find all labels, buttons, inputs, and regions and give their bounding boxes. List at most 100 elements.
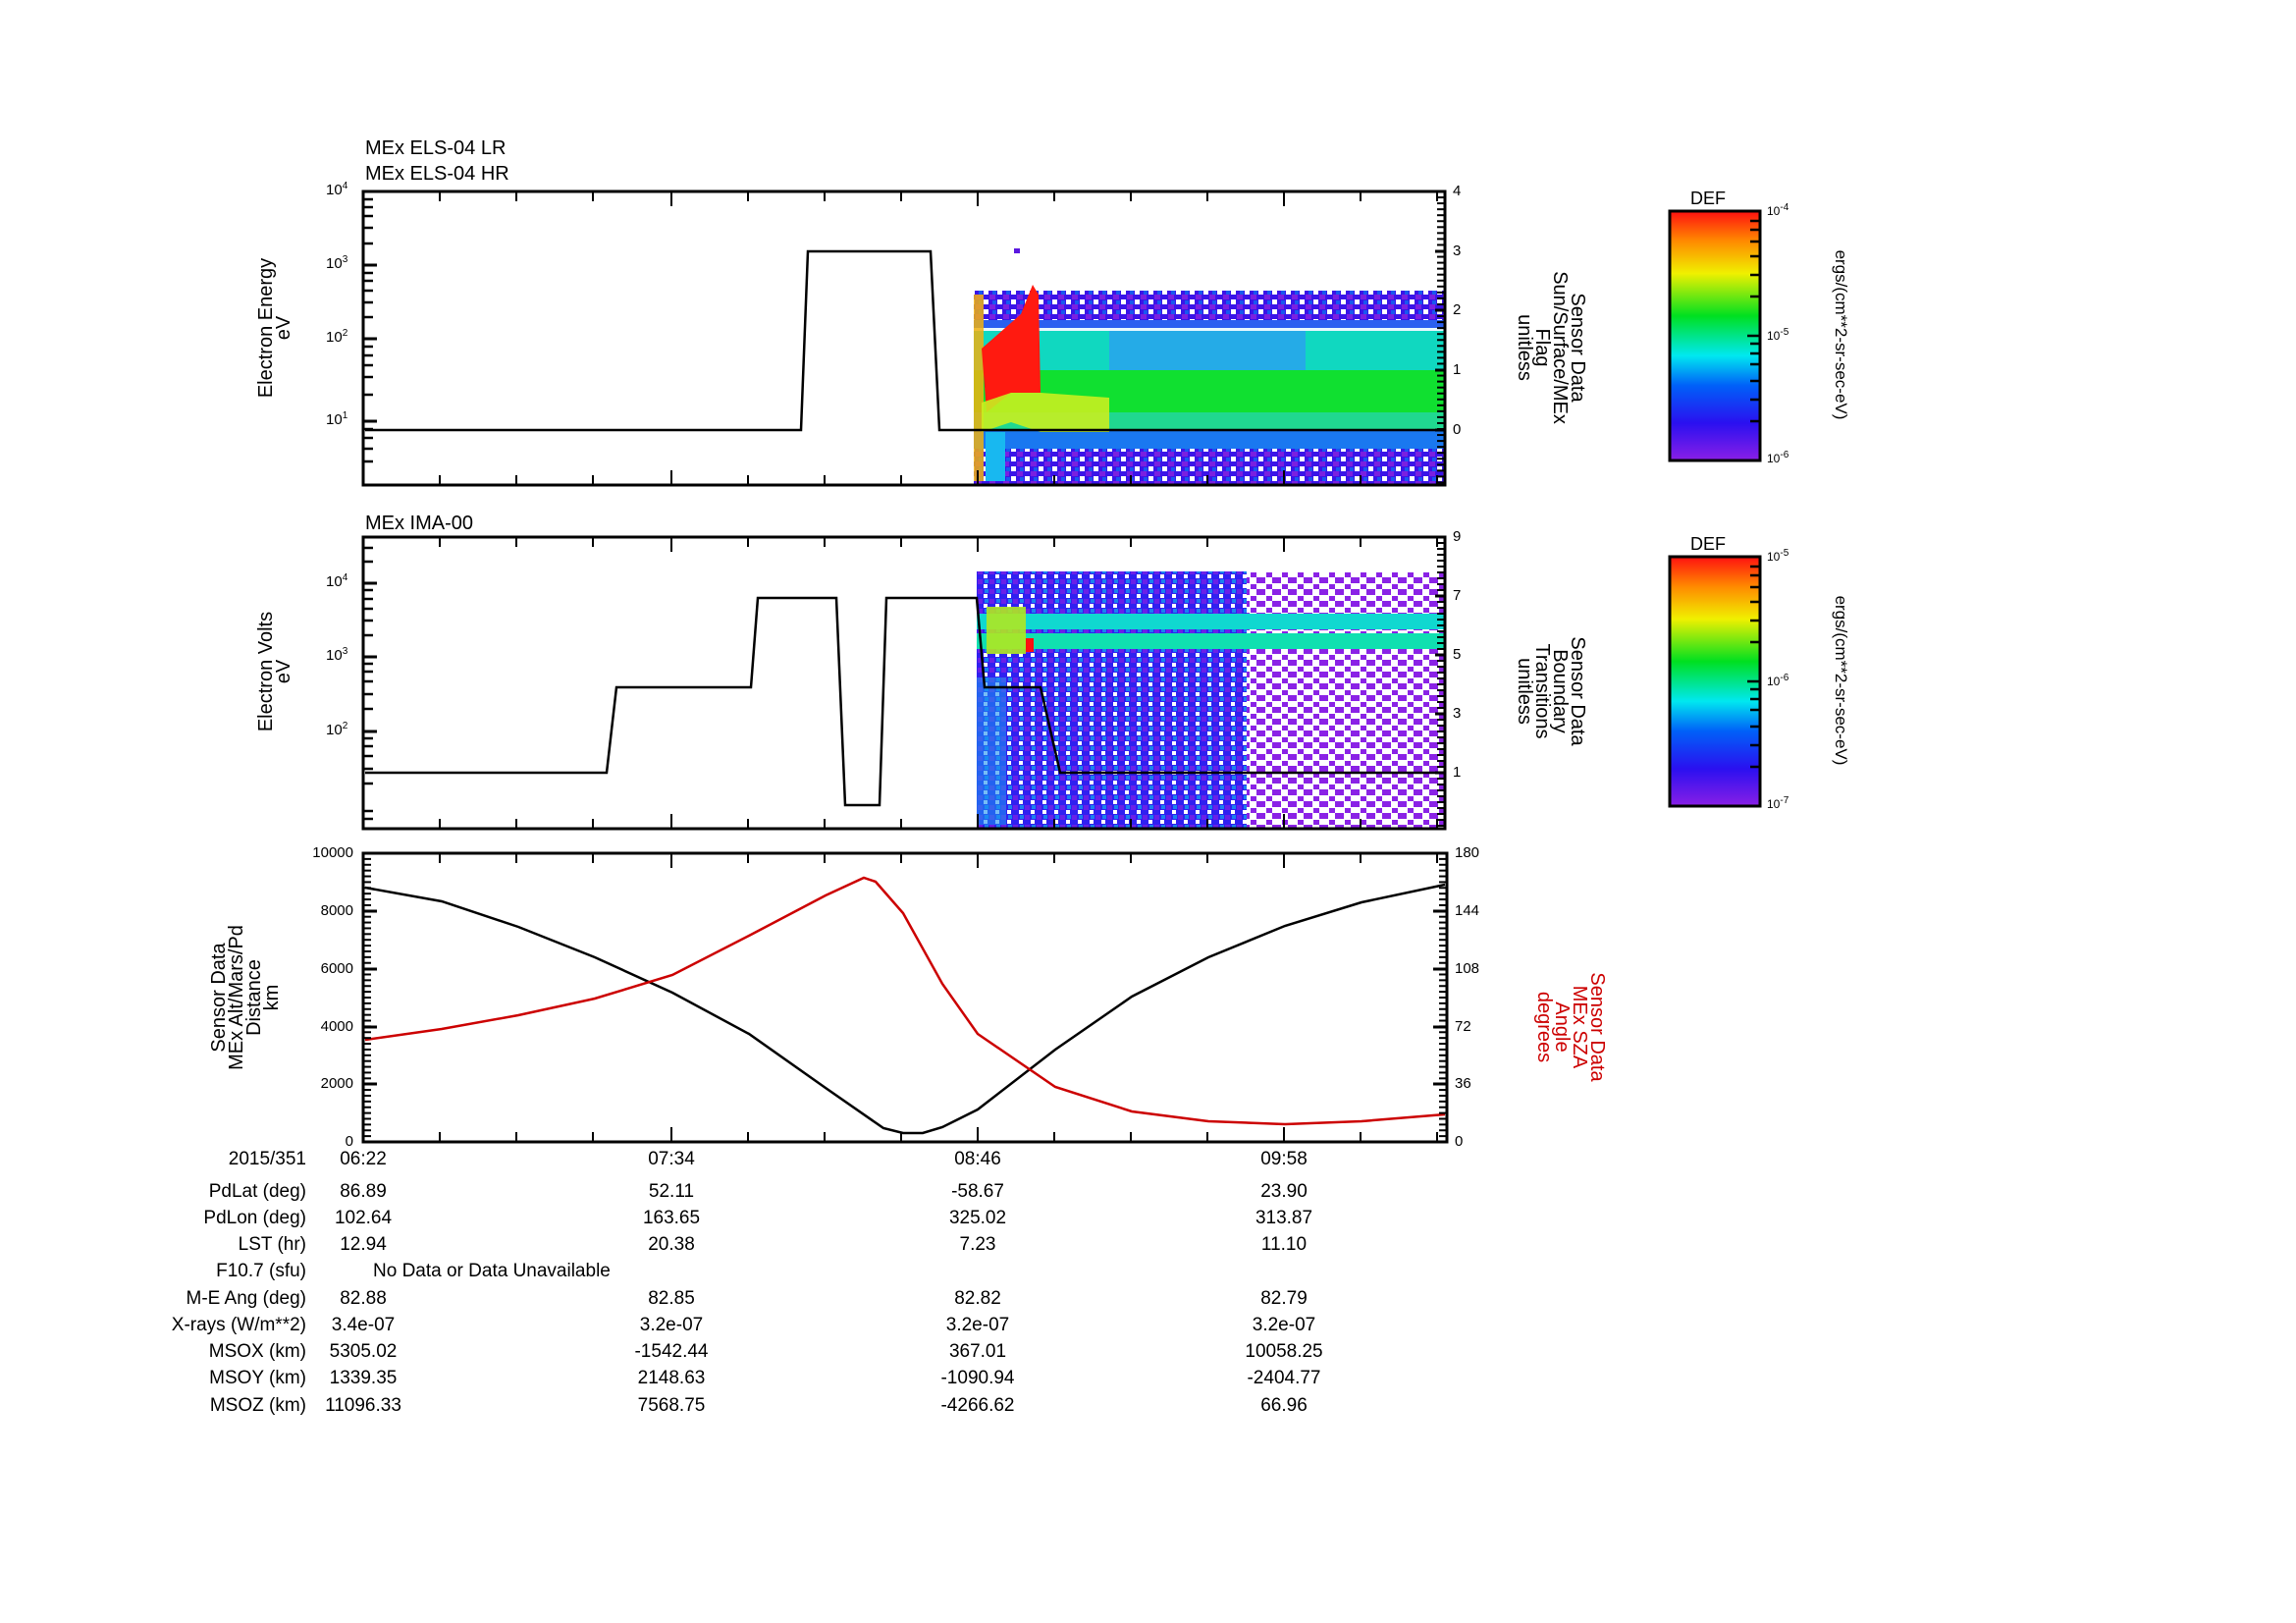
row-value: 367.01 <box>948 1341 1007 1362</box>
ima-rtick: 9 <box>1453 528 1462 545</box>
row-value: 20.38 <box>648 1234 695 1255</box>
ima-ylabel: Electron Volts eV <box>255 611 294 732</box>
ima-ytick-1e3: 103 <box>326 646 348 664</box>
ima-ytick-1e2: 102 <box>326 721 348 738</box>
colorbar-2 <box>1668 555 1762 808</box>
colorbar-1-bottom: 10-6 <box>1767 450 1789 465</box>
ima-boundary-line <box>365 596 1443 807</box>
orbit-rtick: 0 <box>1455 1133 1464 1150</box>
ima-rtick: 5 <box>1453 646 1462 663</box>
row-value: 3.2e-07 <box>1252 1315 1316 1335</box>
colorbar-1 <box>1668 209 1762 462</box>
ima-rtick: 3 <box>1453 705 1462 722</box>
els-ylabel: Electron Energy eV <box>255 257 294 399</box>
row-value: 1339.35 <box>329 1368 398 1388</box>
colorbar-2-title: DEF <box>1690 534 1726 554</box>
time-label: 08:46 <box>954 1149 1001 1169</box>
row-value: -2404.77 <box>1247 1368 1321 1388</box>
orbit-rtick: 144 <box>1455 902 1480 919</box>
row-value: 163.65 <box>642 1208 701 1228</box>
dense-minor-ticks <box>363 190 1447 1138</box>
panel-ima-title: MEx IMA-00 <box>365 513 474 534</box>
orbit-ytick: 10000 <box>312 844 353 861</box>
row-value: 11096.33 <box>325 1395 401 1416</box>
time-label: 06:22 <box>340 1149 387 1169</box>
els-flag-line <box>365 249 1443 432</box>
ima-spectrogram <box>977 571 1445 829</box>
row-label: PdLon (deg) <box>203 1208 306 1228</box>
row-label: MSOX (km) <box>208 1341 306 1362</box>
row-label: M-E Ang (deg) <box>186 1288 307 1309</box>
row-label: PdLat (deg) <box>208 1181 306 1202</box>
orbit-rtick: 108 <box>1455 960 1480 977</box>
row-label: F10.7 (sfu) <box>216 1261 306 1281</box>
row-value: 12.94 <box>340 1234 387 1255</box>
orbit-rtick: 180 <box>1455 844 1480 861</box>
colorbar-1-title: DEF <box>1690 189 1726 208</box>
row-value: 82.79 <box>1260 1288 1308 1309</box>
row-value: 11.10 <box>1260 1234 1308 1255</box>
row-value: 52.11 <box>648 1181 695 1202</box>
row-label: MSOY (km) <box>209 1368 306 1388</box>
colorbar-1-mid: 10-5 <box>1767 327 1789 343</box>
time-label: 09:58 <box>1260 1149 1308 1169</box>
els-ytick-1e3: 103 <box>326 254 348 272</box>
els-rtick: 4 <box>1453 183 1462 199</box>
row-label: X-rays (W/m**2) <box>171 1315 306 1335</box>
panel-els-title-line2: MEx ELS-04 HR <box>365 163 509 185</box>
ima-right-label: Sensor Data Boundary Transitions unitless <box>1514 636 1588 746</box>
row-value: -1542.44 <box>634 1341 709 1362</box>
row-label: MSOZ (km) <box>209 1395 306 1416</box>
colorbar-2-mid: 10-6 <box>1767 673 1789 688</box>
colorbar-1-units: ergs/(cm**2-sr-sec-eV) <box>1832 249 1850 420</box>
els-ytick-1e2: 102 <box>326 328 348 346</box>
colorbar-2-top: 10-5 <box>1767 548 1789 564</box>
row-value: 2148.63 <box>637 1368 706 1388</box>
row-value: 82.85 <box>648 1288 695 1309</box>
row-value: 313.87 <box>1255 1208 1313 1228</box>
sza-line <box>364 876 1446 1126</box>
ima-rtick: 1 <box>1453 764 1462 781</box>
colorbar-1-top: 10-4 <box>1767 202 1789 218</box>
row-value: 82.82 <box>954 1288 1001 1309</box>
els-rtick: 2 <box>1453 301 1462 318</box>
els-rtick: 0 <box>1453 421 1462 438</box>
row-value: 23.90 <box>1260 1181 1308 1202</box>
row-value: 10058.25 <box>1245 1341 1323 1362</box>
orbit-ytick: 4000 <box>320 1018 353 1035</box>
panel-els-title-line1: MEx ELS-04 LR <box>365 137 507 159</box>
orbit-ytick: 0 <box>345 1133 353 1150</box>
els-right-label: Sensor Data Sun/Surface/MEx Flag unitless <box>1514 271 1588 424</box>
els-spectrogram <box>974 248 1445 485</box>
orbit-ytick: 8000 <box>320 902 353 919</box>
row-value: 82.88 <box>340 1288 387 1309</box>
colorbar-2-units: ergs/(cm**2-sr-sec-eV) <box>1832 595 1850 766</box>
row-value: -1090.94 <box>940 1368 1015 1388</box>
colorbar-2-bottom: 10-7 <box>1767 795 1789 811</box>
els-rtick: 3 <box>1453 243 1462 259</box>
row-value: 3.4e-07 <box>331 1315 396 1335</box>
row-value: 86.89 <box>340 1181 387 1202</box>
y-axis-minor-ticks <box>363 197 373 821</box>
orbit-ytick: 2000 <box>320 1075 353 1092</box>
time-label: 07:34 <box>648 1149 695 1169</box>
els-ytick-1e1: 101 <box>326 410 348 428</box>
row-value: 5305.02 <box>329 1341 398 1362</box>
orbit-rtick: 36 <box>1455 1075 1471 1092</box>
row-value: 7.23 <box>959 1234 996 1255</box>
row-value: 3.2e-07 <box>639 1315 704 1335</box>
orbit-rtick: 72 <box>1455 1018 1471 1035</box>
row-label: LST (hr) <box>238 1234 306 1255</box>
ima-ytick-1e4: 104 <box>326 572 348 590</box>
x-axis-ticks <box>362 191 1438 1142</box>
orbit-ytick: 6000 <box>320 960 353 977</box>
row-value: 325.02 <box>948 1208 1007 1228</box>
ima-rtick: 7 <box>1453 587 1462 604</box>
row-value: -58.67 <box>951 1181 1004 1202</box>
orbit-ylabel: Sensor Data MEx Alt/Mars/Pd Distance km <box>208 925 283 1070</box>
row-value: 3.2e-07 <box>945 1315 1010 1335</box>
date-label: 2015/351 <box>228 1149 306 1169</box>
row-value: 102.64 <box>334 1208 393 1228</box>
els-ytick-1e4: 104 <box>326 181 348 198</box>
